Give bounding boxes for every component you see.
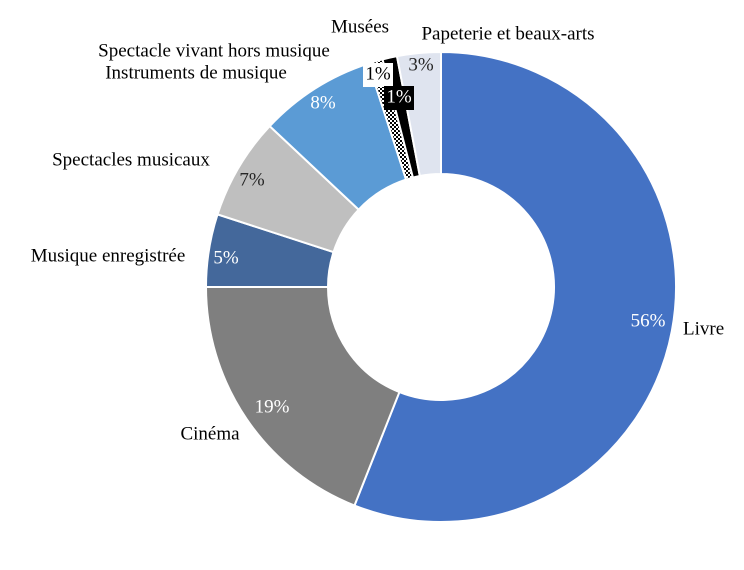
value-label: 19%	[255, 396, 290, 417]
category-label: Musique enregistrée	[31, 245, 186, 266]
donut-slice	[204, 286, 401, 507]
value-label: 5%	[213, 247, 239, 268]
category-label: Instruments de musique	[105, 62, 287, 83]
category-label: Spectacle vivant hors musique	[98, 40, 330, 61]
category-label: Cinéma	[180, 423, 240, 444]
value-label-box	[363, 63, 393, 87]
category-label: Livre	[683, 318, 724, 339]
category-label: Musées	[331, 16, 389, 37]
value-label: 1%	[365, 63, 391, 84]
value-label: 8%	[310, 92, 336, 113]
value-label-box	[384, 86, 414, 110]
value-label: 56%	[631, 310, 666, 331]
donut-slice	[395, 50, 442, 178]
value-label: 1%	[386, 86, 412, 107]
value-label: 3%	[408, 54, 434, 75]
donut-slice	[353, 50, 678, 523]
category-label: Spectacles musicaux	[52, 149, 210, 170]
value-label: 7%	[239, 169, 265, 190]
category-label: Papeterie et beaux-arts	[421, 23, 594, 44]
